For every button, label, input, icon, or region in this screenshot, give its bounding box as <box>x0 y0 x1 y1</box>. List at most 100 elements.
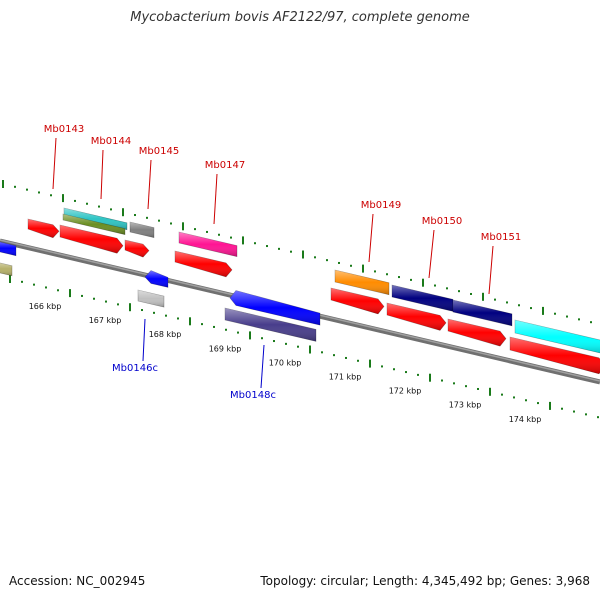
inner-minor-tick <box>57 289 59 292</box>
feature-arrow <box>0 262 13 277</box>
feature-shading <box>453 300 512 326</box>
outer-minor-tick <box>530 307 532 310</box>
feature-arrow <box>452 299 513 327</box>
inner-minor-tick <box>297 345 299 348</box>
outer-minor-tick <box>218 233 220 236</box>
outer-minor-tick <box>110 208 112 211</box>
outer-minor-tick <box>350 264 352 267</box>
leader-line <box>147 159 152 210</box>
gene-label-forward: Mb0143 <box>44 124 84 135</box>
feature-arrow <box>514 319 600 354</box>
feature-arrow <box>330 287 385 315</box>
inner-minor-tick <box>105 300 107 303</box>
feature-shading <box>0 262 12 276</box>
feature-arrow <box>124 239 150 258</box>
inner-minor-tick <box>165 314 167 317</box>
outer-minor-tick <box>494 298 496 301</box>
scale-label: 173 kbp <box>449 401 482 410</box>
outer-minor-tick <box>314 256 316 259</box>
inner-minor-tick <box>441 379 443 382</box>
outer-minor-tick <box>554 312 556 315</box>
inner-minor-tick <box>357 359 359 362</box>
inner-minor-tick <box>273 340 275 343</box>
feature-arrow <box>137 289 165 308</box>
outer-minor-tick <box>26 188 28 191</box>
leader-line <box>52 137 57 190</box>
inner-minor-tick <box>141 309 143 312</box>
leader-lines <box>52 137 494 389</box>
outer-minor-tick <box>566 315 568 318</box>
leader-line <box>100 149 104 200</box>
inner-minor-tick <box>177 317 179 320</box>
outer-minor-tick <box>194 228 196 231</box>
outer-minor-tick <box>590 321 592 324</box>
gene-label-forward: Mb0149 <box>361 200 401 211</box>
feature-shading <box>175 251 232 277</box>
inner-minor-tick <box>477 387 479 390</box>
outer-minor-tick <box>74 199 76 202</box>
leader-line <box>488 245 494 295</box>
outer-minor-tick <box>386 273 388 276</box>
outer-minor-tick <box>470 292 472 295</box>
gene-label-forward: Mb0150 <box>422 216 462 227</box>
outer-minor-tick <box>398 276 400 279</box>
outer-minor-tick <box>14 185 16 188</box>
outer-minor-tick <box>446 287 448 290</box>
inner-minor-tick <box>285 342 287 345</box>
gene-label-forward: Mb0145 <box>139 146 179 157</box>
feature-shading <box>28 219 59 238</box>
outer-minor-tick <box>506 301 508 304</box>
leader-line <box>428 229 435 279</box>
gene-label-reverse: Mb0146c <box>112 363 158 374</box>
feature-arrow <box>129 221 155 239</box>
feature-shading <box>510 337 600 374</box>
feature-shading <box>225 308 316 342</box>
feature-shading <box>145 270 168 288</box>
outer-minor-tick <box>338 261 340 264</box>
outer-minor-tick <box>266 245 268 248</box>
inner-ruler <box>9 275 599 419</box>
feature-arrow <box>229 290 321 326</box>
scale-label: 169 kbp <box>209 344 242 353</box>
outer-minor-tick <box>146 216 148 219</box>
outer-minor-tick <box>98 205 100 208</box>
outer-minor-tick <box>206 230 208 233</box>
feature-arrow <box>178 231 238 258</box>
outer-minor-tick <box>458 290 460 293</box>
inner-minor-tick <box>405 371 407 374</box>
gene-label-forward: Mb0144 <box>91 136 131 147</box>
leader-line <box>260 344 265 389</box>
inner-minor-tick <box>153 311 155 314</box>
gene-label-forward: Mb0151 <box>481 232 521 243</box>
inner-minor-tick <box>345 356 347 359</box>
feature-arrow <box>224 307 317 342</box>
inner-minor-tick <box>561 407 563 410</box>
feature-shading <box>60 225 123 254</box>
feature-shading <box>335 270 389 295</box>
outer-minor-tick <box>434 284 436 287</box>
inner-minor-tick <box>333 354 335 357</box>
feature-shading <box>515 320 600 353</box>
feature-arrow <box>334 269 390 296</box>
outer-minor-tick <box>86 202 88 205</box>
scale-label: 170 kbp <box>269 358 302 367</box>
leader-line <box>213 173 218 225</box>
inner-minor-tick <box>585 413 587 416</box>
scale-label: 174 kbp <box>509 415 542 424</box>
outer-minor-tick <box>290 250 292 253</box>
outer-minor-tick <box>38 191 40 194</box>
gene-label-reverse: Mb0148c <box>230 390 276 401</box>
outer-minor-tick <box>518 304 520 307</box>
inner-minor-tick <box>261 337 263 340</box>
scale-label: 172 kbp <box>389 387 422 396</box>
gene-label-layer: Mb0143 Mb0144 Mb0145 Mb0147 Mb0149 Mb0150 Mb01… <box>44 124 521 401</box>
inner-minor-tick <box>573 410 575 413</box>
inner-minor-tick <box>537 402 539 405</box>
feature-shading <box>392 285 453 312</box>
feature-shading <box>448 319 506 347</box>
outer-minor-tick <box>170 222 172 225</box>
outer-minor-tick <box>158 219 160 222</box>
inner-minor-tick <box>21 280 23 283</box>
feature-arrow <box>63 207 128 231</box>
